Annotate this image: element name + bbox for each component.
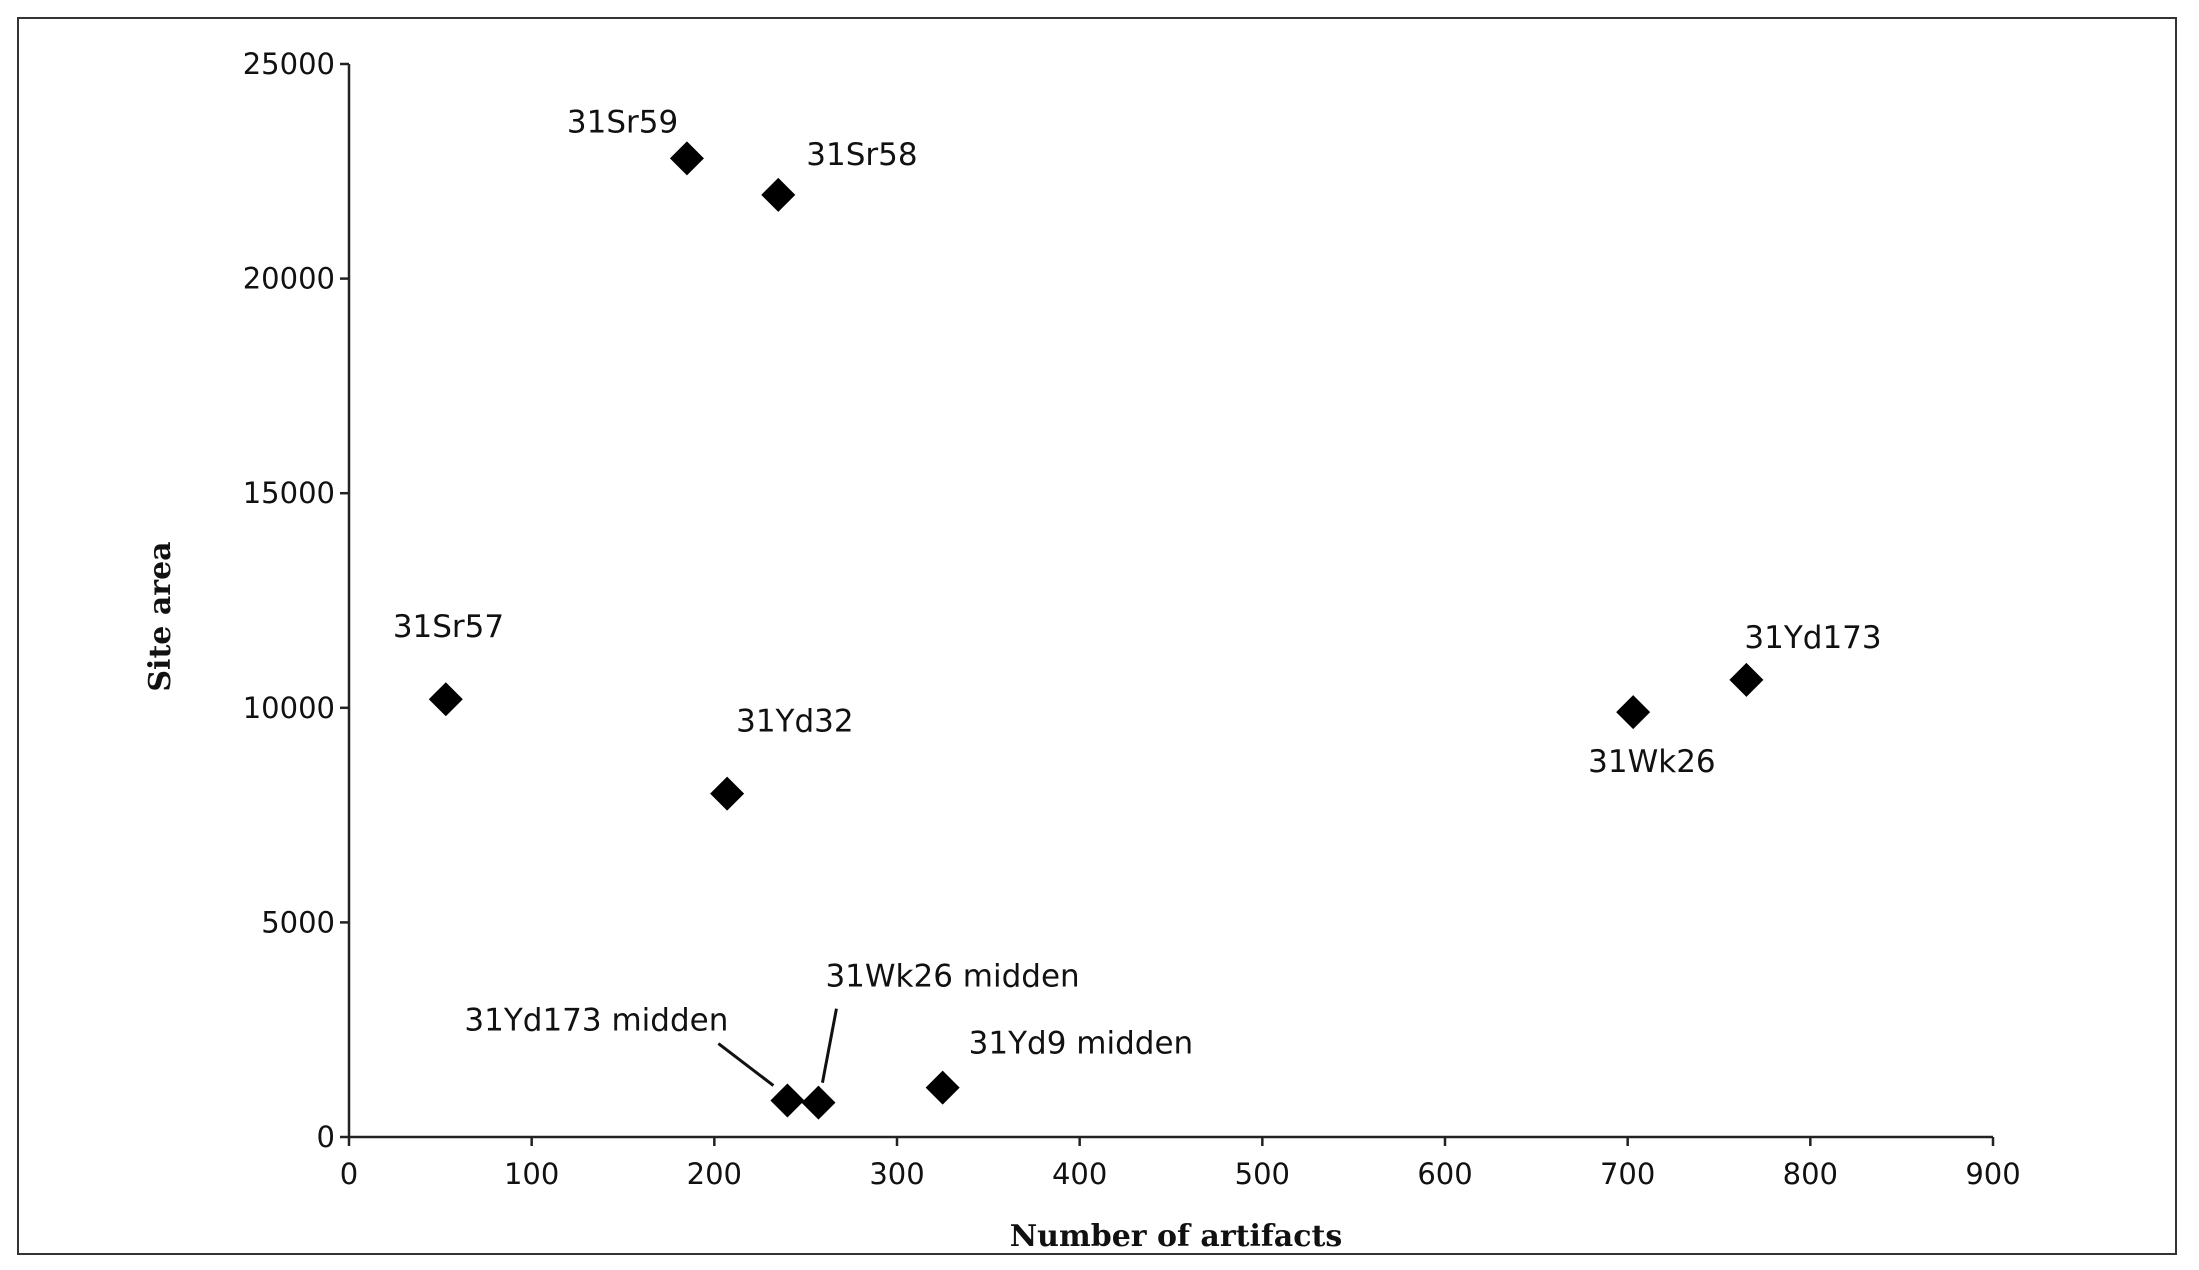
data-point-31yd32: [710, 776, 745, 811]
y-tick-label: 25000: [243, 47, 335, 81]
data-point-31sr59: [669, 141, 704, 176]
data-point-31sr58: [761, 177, 796, 212]
y-axis-title: Site area: [143, 541, 178, 691]
point-label-31wk26: 31Wk26: [1588, 744, 1716, 780]
data-point-31sr57: [428, 682, 463, 717]
x-tick-label: 400: [1052, 1157, 1107, 1191]
y-tick-label: 10000: [243, 691, 335, 725]
label-leader-lines: [717, 1008, 838, 1087]
x-tick-label: 600: [1417, 1157, 1472, 1191]
y-tick-label: 15000: [243, 476, 335, 510]
data-point-31yd173: [1729, 662, 1764, 697]
x-tick-label: 200: [687, 1157, 742, 1191]
x-tick-label: 900: [1965, 1157, 2020, 1191]
point-label-31yd173-midden: 31Yd173 midden: [464, 1003, 728, 1039]
point-label-31yd9-midden: 31Yd9 midden: [969, 1026, 1194, 1062]
chart-frame: [17, 17, 2177, 1255]
x-tick-label: 300: [869, 1157, 924, 1191]
point-label-31sr59: 31Sr59: [567, 104, 678, 140]
x-tick-label: 0: [340, 1157, 358, 1191]
x-tick-label: 800: [1783, 1157, 1838, 1191]
x-tick-label: 100: [504, 1157, 559, 1191]
point-label-31yd173: 31Yd173: [1744, 620, 1881, 656]
y-tick-label: 0: [317, 1120, 335, 1154]
x-tick-label: 700: [1600, 1157, 1655, 1191]
point-labels: 31Sr59 31Sr58 31Sr57 31Yd32 31Wk26 31Yd173 31Y…: [393, 104, 1882, 1061]
y-tick-label: 20000: [243, 262, 335, 296]
x-tick-label: 500: [1235, 1157, 1290, 1191]
leader-line-31wk26-midden: [820, 1008, 838, 1083]
ticks: [340, 62, 1995, 1146]
data-point-31wk26-midden: [801, 1085, 836, 1120]
point-label-31wk26-midden: 31Wk26 midden: [825, 959, 1079, 995]
tick-labels: 0 5000 10000 15000 20000 25000 0 100 200 300 400 50…: [243, 47, 2021, 1191]
data-points: [428, 141, 1764, 1120]
point-label-31sr57: 31Sr57: [393, 609, 504, 645]
data-point-31yd9-midden: [925, 1070, 960, 1105]
point-label-31yd32: 31Yd32: [736, 704, 854, 740]
y-tick-label: 5000: [261, 905, 335, 939]
data-point-31wk26: [1616, 695, 1651, 730]
data-point-31yd173-midden: [770, 1083, 805, 1118]
x-axis-title: Number of artifacts: [1010, 1219, 1343, 1254]
point-label-31sr58: 31Sr58: [806, 137, 917, 173]
leader-line-31yd173-midden: [717, 1042, 775, 1087]
axes: [347, 64, 1993, 1139]
